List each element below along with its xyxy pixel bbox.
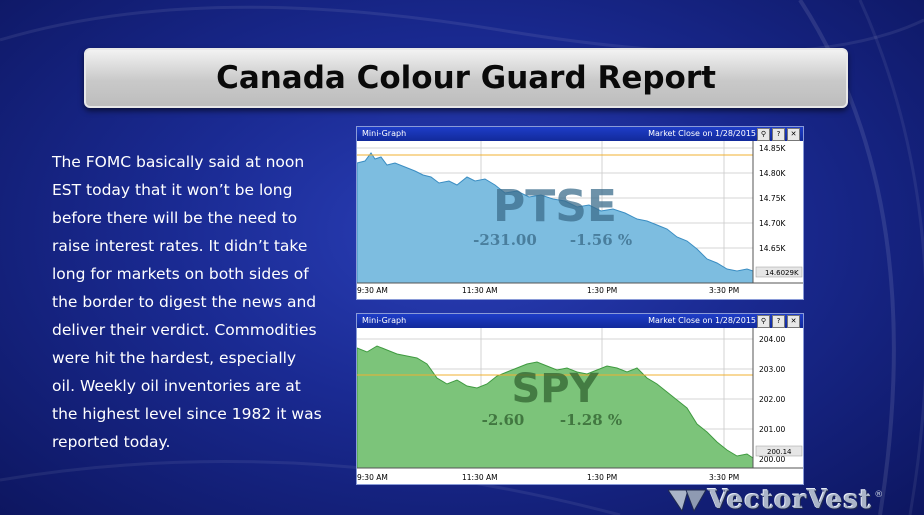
page-title: Canada Colour Guard Report: [216, 60, 716, 96]
mini-graph-ptse: Mini-Graph Market Close on 1/28/2015 ⚲ ?…: [356, 126, 804, 300]
search-icon[interactable]: ⚲: [757, 128, 770, 141]
last-price-label: 200.14: [767, 448, 792, 456]
mini-graph-header: Mini-Graph Market Close on 1/28/2015 ⚲ ?…: [357, 127, 803, 141]
y-tick: 200.00: [759, 455, 785, 464]
help-icon[interactable]: ?: [772, 315, 785, 328]
y-tick: 202.00: [759, 395, 785, 404]
spy-plot: 204.00 203.00 202.00 201.00 200.00 200.1…: [357, 328, 803, 482]
x-tick: 3:30 PM: [709, 286, 739, 295]
vectorvest-logo-icon: [668, 489, 707, 512]
registered-mark: ®: [874, 490, 884, 500]
market-close-label: Market Close on 1/28/2015: [648, 129, 756, 138]
y-tick: 14.65K: [759, 244, 786, 253]
report-paragraph: The FOMC basically said at noon EST toda…: [52, 153, 322, 451]
x-tick: 9:30 AM: [357, 473, 388, 482]
x-tick: 11:30 AM: [462, 286, 498, 295]
mini-graph-header: Mini-Graph Market Close on 1/28/2015 ⚲ ?…: [357, 314, 803, 328]
x-tick: 3:30 PM: [709, 473, 739, 482]
y-tick: 14.75K: [759, 194, 786, 203]
change-percent: -1.56 %: [570, 231, 632, 249]
close-icon[interactable]: ✕: [787, 315, 800, 328]
y-tick: 203.00: [759, 365, 785, 374]
ptse-plot: 14.85K 14.80K 14.75K 14.70K 14.65K 14.60…: [357, 141, 803, 295]
vectorvest-logo: VectorVest ®: [668, 484, 916, 515]
y-tick: 204.00: [759, 335, 785, 344]
change-value: -2.60: [482, 411, 525, 429]
last-price-label: 14.6029K: [765, 269, 799, 277]
y-tick: 14.85K: [759, 144, 786, 153]
mini-graph-title: Mini-Graph: [362, 129, 407, 138]
mini-graph-title: Mini-Graph: [362, 316, 407, 325]
close-icon[interactable]: ✕: [787, 128, 800, 141]
x-tick: 1:30 PM: [587, 473, 617, 482]
mini-graph-spy: Mini-Graph Market Close on 1/28/2015 ⚲ ?…: [356, 313, 804, 485]
title-banner: Canada Colour Guard Report: [84, 48, 848, 108]
y-tick: 201.00: [759, 425, 785, 434]
y-tick: 14.80K: [759, 169, 786, 178]
change-percent: -1.28 %: [560, 411, 622, 429]
y-tick: 14.70K: [759, 219, 786, 228]
x-tick: 9:30 AM: [357, 286, 388, 295]
logo-text: VectorVest: [708, 484, 873, 515]
symbol-watermark: PTSE: [493, 181, 617, 232]
search-icon[interactable]: ⚲: [757, 315, 770, 328]
x-tick: 11:30 AM: [462, 473, 498, 482]
market-close-label: Market Close on 1/28/2015: [648, 316, 756, 325]
symbol-watermark: SPY: [511, 366, 599, 412]
x-tick: 1:30 PM: [587, 286, 617, 295]
help-icon[interactable]: ?: [772, 128, 785, 141]
change-value: -231.00: [473, 231, 537, 249]
